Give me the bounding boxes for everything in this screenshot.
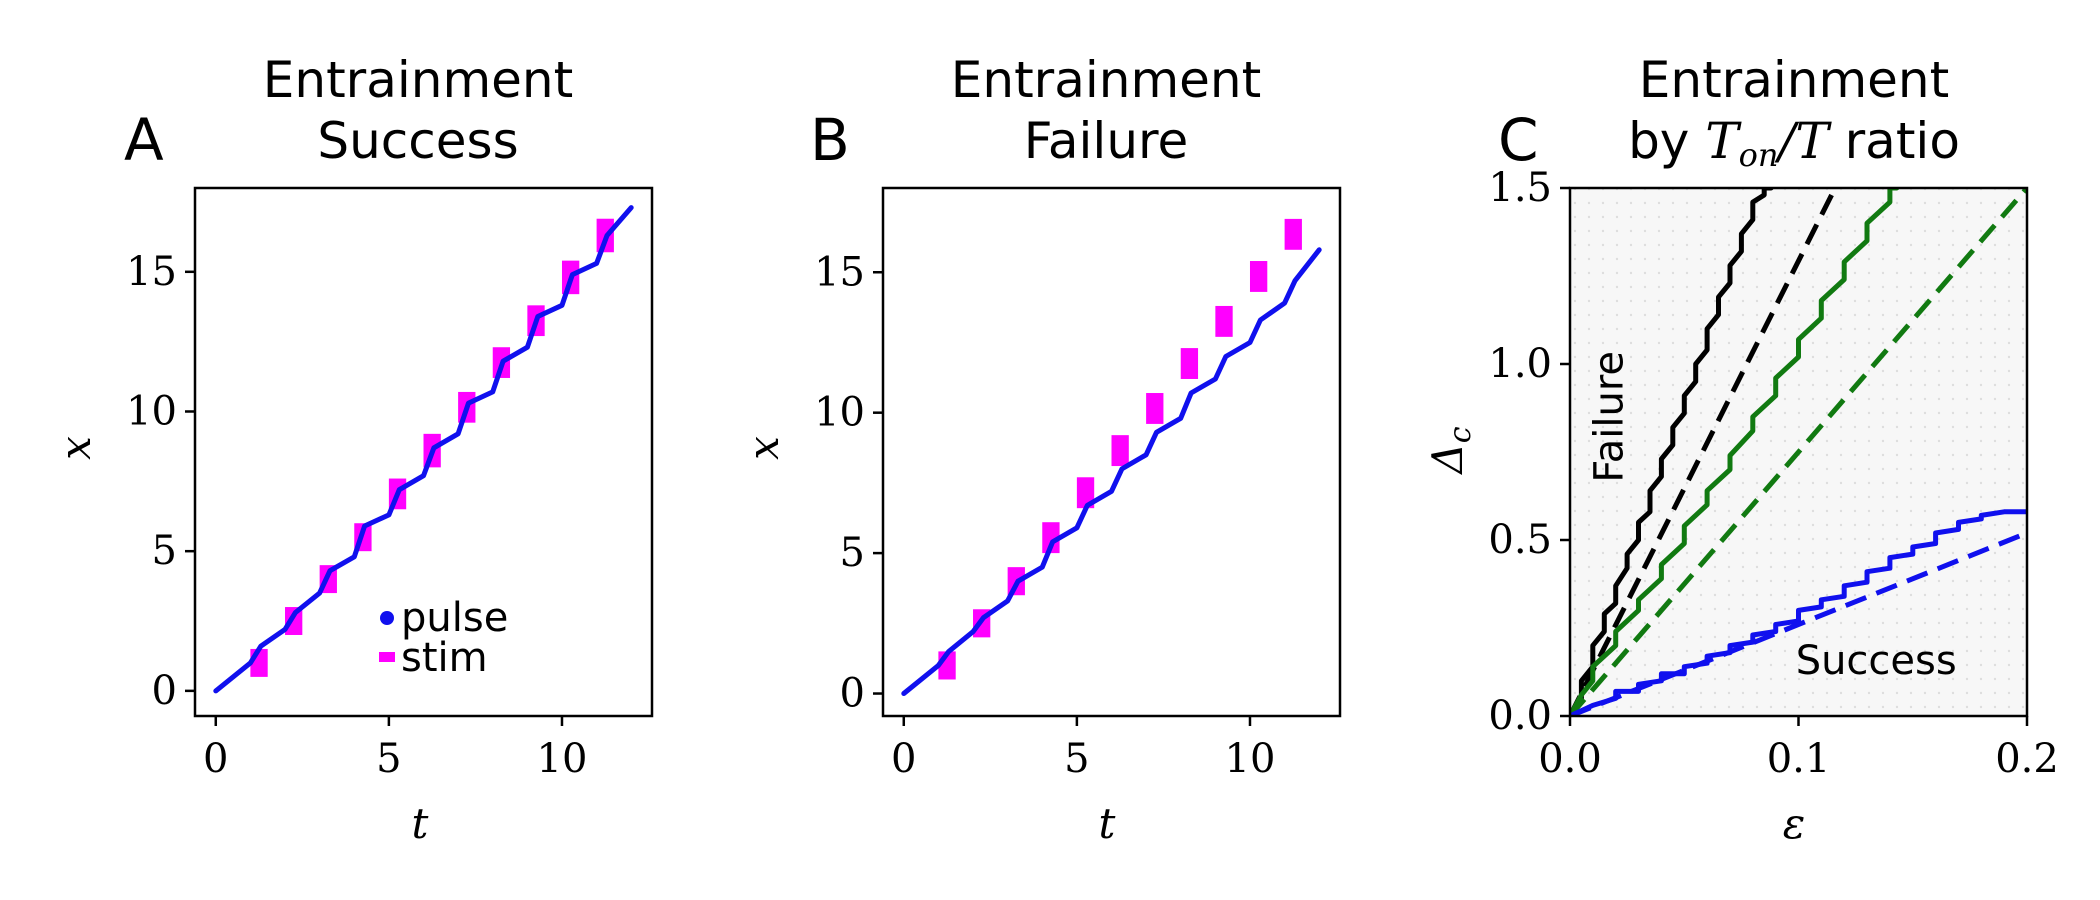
y-axis-label-base: Δ — [1423, 443, 1472, 475]
x-axis-label: t — [412, 799, 429, 848]
x-tick-label: 10 — [537, 736, 588, 782]
y-axis-label-sub: c — [1443, 426, 1478, 443]
pulse-line — [213, 205, 634, 694]
stim-bar — [1215, 305, 1233, 337]
stim-bar — [1180, 348, 1199, 379]
stim-bar — [1076, 477, 1095, 509]
y-tick-label: 1.5 — [1488, 165, 1552, 211]
stim-bar — [1111, 435, 1129, 467]
series-solid-line — [1570, 188, 1774, 716]
panel-title-line-2: Success — [317, 112, 518, 170]
y-tick-label: 5 — [152, 528, 177, 574]
title-math-base: T — [1705, 112, 1742, 170]
stim-bar — [285, 607, 303, 635]
y-tick-label: 10 — [814, 390, 865, 436]
panel-letter: C — [1498, 106, 1539, 174]
stim-bar — [1146, 393, 1164, 424]
y-tick-label: 0 — [840, 671, 865, 717]
panel-title-line-1: Entrainment — [263, 51, 573, 109]
x-tick-label: 0.0 — [1538, 736, 1602, 782]
y-axis-label: Δc — [1423, 426, 1478, 475]
y-tick-label: 15 — [814, 249, 865, 295]
x-axis-label: t — [1099, 799, 1116, 848]
stim-bar — [1284, 218, 1302, 250]
panel-title-line-1: Entrainment — [951, 51, 1261, 109]
pulse-line — [901, 247, 1322, 696]
y-tick-label: 0 — [152, 668, 177, 714]
axes-frame — [193, 186, 654, 718]
panel-a: A Entrainment Success t x 0 5 10 0 5 10 15 puls… — [51, 51, 654, 848]
panel-b: B Entrainment Failure t x 0 5 10 0 5 10 15 — [739, 51, 1342, 848]
title-prefix: by — [1628, 112, 1705, 170]
legend-label-pulse: pulse — [401, 595, 508, 641]
y-tick-label: 15 — [126, 249, 177, 295]
x-tick-label: 0 — [203, 736, 228, 782]
x-tick-label: 5 — [376, 736, 401, 782]
panel-c: C Entrainment by Ton/T ratio ε Δc 0.0 0.1… — [1423, 51, 2059, 848]
y-tick-label: 1.0 — [1488, 341, 1552, 387]
y-tick-label: 5 — [840, 530, 865, 576]
panel-title-line-2: by Ton/T ratio — [1628, 112, 1960, 174]
legend-marker-pulse — [380, 611, 394, 625]
y-axis-label: x — [739, 436, 788, 460]
y-tick-label: 10 — [126, 388, 177, 434]
title-suffix: ratio — [1829, 112, 1960, 170]
y-tick-label: 0.5 — [1488, 517, 1552, 563]
x-axis-label: ε — [1783, 799, 1806, 848]
y-axis-label: x — [51, 436, 100, 460]
x-tick-label: 5 — [1064, 736, 1089, 782]
title-math-rest: /T — [1775, 112, 1833, 170]
annotation-success: Success — [1796, 638, 1957, 684]
panel-letter: A — [124, 106, 164, 174]
series-dashed-line — [1570, 530, 2027, 716]
x-tick-label: 0.2 — [1995, 736, 2059, 782]
plot-area — [213, 205, 634, 694]
series-dashed-line — [1570, 188, 2027, 716]
annotation-failure: Failure — [1587, 351, 1633, 483]
y-tick-label: 0.0 — [1488, 693, 1552, 739]
legend-label-stim: stim — [401, 635, 488, 681]
panel-title-line-2: Failure — [1024, 112, 1189, 170]
x-tick-label: 0 — [891, 736, 916, 782]
stim-bar — [1042, 522, 1060, 554]
x-tick-label: 10 — [1225, 736, 1276, 782]
stim-bar — [1249, 261, 1268, 292]
axes-frame — [881, 186, 1342, 718]
panel-title-line-1: Entrainment — [1639, 51, 1949, 109]
x-tick-label: 0.1 — [1767, 736, 1831, 782]
legend-marker-stim — [379, 652, 395, 662]
series-solid-line — [1570, 188, 1900, 716]
plot-area — [901, 218, 1322, 696]
panel-letter: B — [810, 106, 850, 174]
title-math-sub: on — [1739, 136, 1779, 174]
plot-area — [1570, 188, 2027, 716]
